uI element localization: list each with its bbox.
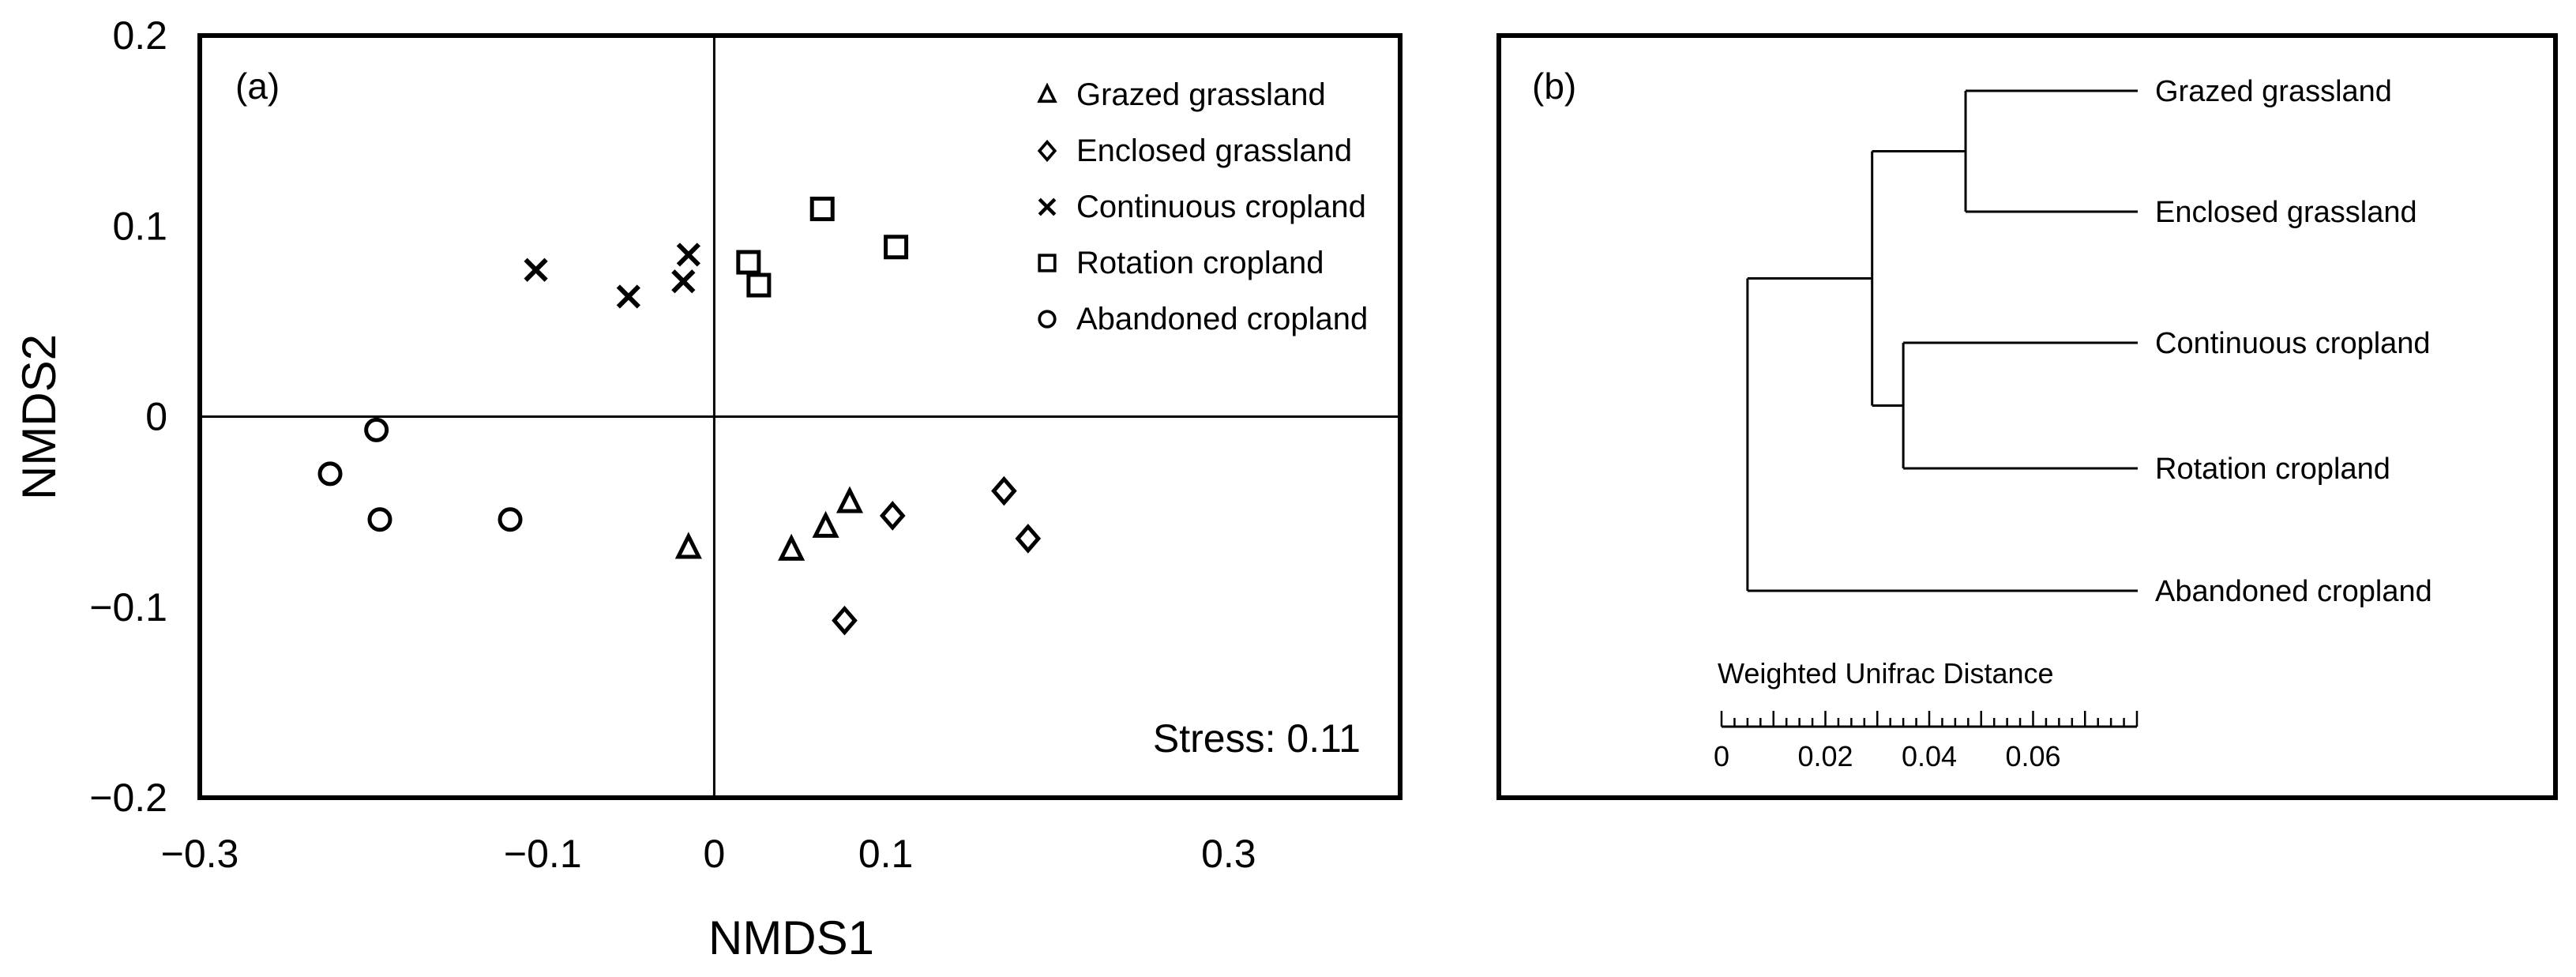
leaf-label-grazed-grassland: Grazed grassland bbox=[2155, 75, 2392, 108]
scale-tick-label: 0.06 bbox=[2005, 740, 2060, 772]
y-tick-label: −0.2 bbox=[89, 776, 167, 820]
legend-marker-square bbox=[1038, 254, 1057, 272]
legend-label: Enclosed grassland bbox=[1076, 133, 1352, 168]
y-tick-label: 0.1 bbox=[112, 204, 167, 248]
point-square bbox=[809, 197, 835, 222]
legend-label: Rotation cropland bbox=[1076, 246, 1324, 280]
point-triangle bbox=[836, 486, 864, 513]
series-abandoned-cropland bbox=[317, 417, 523, 532]
legend-marker-diamond bbox=[1037, 139, 1057, 163]
plot-frame-b bbox=[1496, 33, 2558, 800]
point-circle bbox=[498, 507, 523, 532]
point-cross bbox=[676, 242, 700, 267]
point-diamond bbox=[832, 605, 858, 636]
point-circle bbox=[367, 507, 392, 532]
x-axis-label: NMDS1 bbox=[708, 911, 874, 964]
panel-b: (b) Grazed grassland Enclosed grassland Co… bbox=[1496, 33, 2558, 800]
point-triangle bbox=[812, 510, 839, 538]
point-cross bbox=[671, 269, 696, 294]
legend-item-rotation-cropland: Rotation cropland bbox=[1038, 246, 1324, 280]
legend-marker-circle bbox=[1038, 310, 1057, 329]
legend-label: Abandoned cropland bbox=[1076, 302, 1368, 336]
x-tick-label: 0 bbox=[704, 832, 726, 876]
y-axis-ticks: 0.2 0.1 0 −0.1 −0.2 bbox=[89, 13, 167, 820]
series-rotation-cropland bbox=[736, 197, 909, 298]
legend-item-enclosed-grassland: Enclosed grassland bbox=[1037, 133, 1352, 168]
dendrogram-leaf-labels: Grazed grassland Enclosed grassland Contin… bbox=[2155, 75, 2432, 608]
panel-a: (a) −0.3 −0.1 0 0.1 0.3 0.2 0.1 0 −0.1 −0.2 NMDS… bbox=[13, 13, 1403, 964]
point-triangle bbox=[778, 533, 805, 561]
x-tick-label: −0.1 bbox=[504, 832, 582, 876]
y-tick-label: 0 bbox=[145, 395, 167, 439]
x-tick-label: 0.1 bbox=[858, 832, 914, 876]
y-tick-label: 0.2 bbox=[112, 13, 167, 58]
series-enclosed-grassland bbox=[832, 475, 1042, 636]
x-tick-label: 0.3 bbox=[1201, 832, 1256, 876]
y-tick-label: −0.1 bbox=[89, 585, 167, 629]
legend-marker-cross bbox=[1038, 197, 1057, 216]
leaf-label-enclosed-grassland: Enclosed grassland bbox=[2155, 196, 2417, 229]
x-axis-ticks: −0.3 −0.1 0 0.1 0.3 bbox=[161, 832, 1256, 876]
panel-label-a: (a) bbox=[235, 66, 280, 107]
scale-tick-label: 0 bbox=[1714, 740, 1729, 772]
point-diamond bbox=[879, 501, 906, 531]
dendrogram bbox=[1746, 89, 2138, 592]
y-axis-label: NMDS2 bbox=[13, 334, 66, 500]
point-square bbox=[884, 235, 909, 260]
point-cross bbox=[616, 284, 640, 309]
stress-annotation: Stress: 0.11 bbox=[1153, 716, 1361, 761]
panel-label-b: (b) bbox=[1532, 66, 1576, 107]
series-grazed-grassland bbox=[674, 486, 864, 561]
scale-tick-label: 0.04 bbox=[1902, 740, 1957, 772]
legend: Grazed grassland Enclosed grassland Contin… bbox=[1037, 77, 1368, 336]
point-circle bbox=[317, 461, 343, 487]
scatter-points bbox=[317, 197, 1042, 636]
leaf-label-abandoned-cropland: Abandoned cropland bbox=[2155, 575, 2432, 608]
point-square bbox=[746, 272, 772, 298]
legend-item-abandoned-cropland: Abandoned cropland bbox=[1038, 302, 1368, 336]
legend-marker-triangle bbox=[1037, 82, 1057, 103]
legend-label: Grazed grassland bbox=[1076, 77, 1326, 112]
point-diamond bbox=[1015, 524, 1042, 554]
x-tick-label: −0.3 bbox=[161, 832, 239, 876]
distance-scale-bar: 0 0.02 0.04 0.06 bbox=[1714, 711, 2139, 772]
leaf-label-rotation-cropland: Rotation cropland bbox=[2155, 453, 2390, 486]
point-cross bbox=[524, 257, 548, 282]
leaf-label-continuous-cropland: Continuous cropland bbox=[2155, 327, 2431, 360]
point-triangle bbox=[674, 532, 702, 559]
legend-item-grazed-grassland: Grazed grassland bbox=[1037, 77, 1326, 112]
legend-label: Continuous cropland bbox=[1076, 190, 1366, 224]
point-diamond bbox=[991, 475, 1017, 506]
scale-tick-label: 0.02 bbox=[1797, 740, 1853, 772]
scale-axis-label: Weighted Unifrac Distance bbox=[1718, 657, 2054, 690]
series-continuous-cropland bbox=[524, 242, 700, 309]
point-circle bbox=[364, 417, 389, 442]
point-square bbox=[736, 250, 761, 275]
legend-item-continuous-cropland: Continuous cropland bbox=[1038, 190, 1366, 224]
